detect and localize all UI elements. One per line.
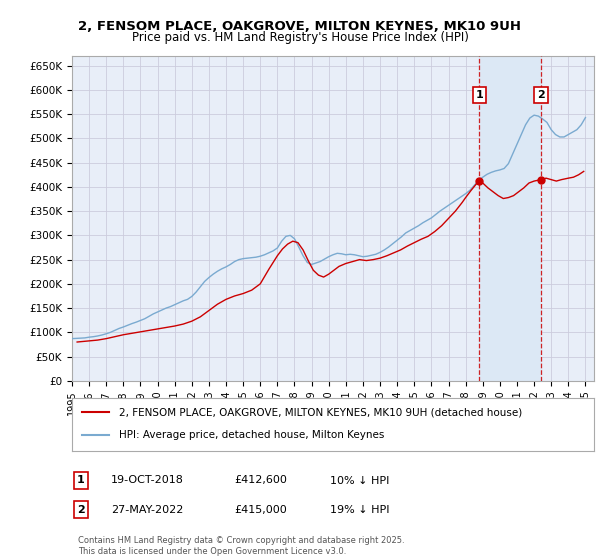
Text: 2, FENSOM PLACE, OAKGROVE, MILTON KEYNES, MK10 9UH: 2, FENSOM PLACE, OAKGROVE, MILTON KEYNES… [79, 20, 521, 32]
Text: £415,000: £415,000 [235, 505, 287, 515]
Text: 10% ↓ HPI: 10% ↓ HPI [331, 475, 389, 486]
Text: 2: 2 [537, 90, 545, 100]
Text: Contains HM Land Registry data © Crown copyright and database right 2025.
This d: Contains HM Land Registry data © Crown c… [78, 536, 404, 556]
Text: HPI: Average price, detached house, Milton Keynes: HPI: Average price, detached house, Milt… [119, 430, 385, 440]
Text: 1: 1 [77, 475, 85, 486]
Text: Price paid vs. HM Land Registry's House Price Index (HPI): Price paid vs. HM Land Registry's House … [131, 31, 469, 44]
Text: £412,600: £412,600 [235, 475, 287, 486]
Text: 19-OCT-2018: 19-OCT-2018 [110, 475, 184, 486]
Text: 19% ↓ HPI: 19% ↓ HPI [330, 505, 390, 515]
Text: 1: 1 [475, 90, 483, 100]
Text: 2: 2 [77, 505, 85, 515]
Bar [479, 56, 541, 381]
Text: 27-MAY-2022: 27-MAY-2022 [111, 505, 183, 515]
Text: 2, FENSOM PLACE, OAKGROVE, MILTON KEYNES, MK10 9UH (detached house): 2, FENSOM PLACE, OAKGROVE, MILTON KEYNES… [119, 408, 522, 418]
